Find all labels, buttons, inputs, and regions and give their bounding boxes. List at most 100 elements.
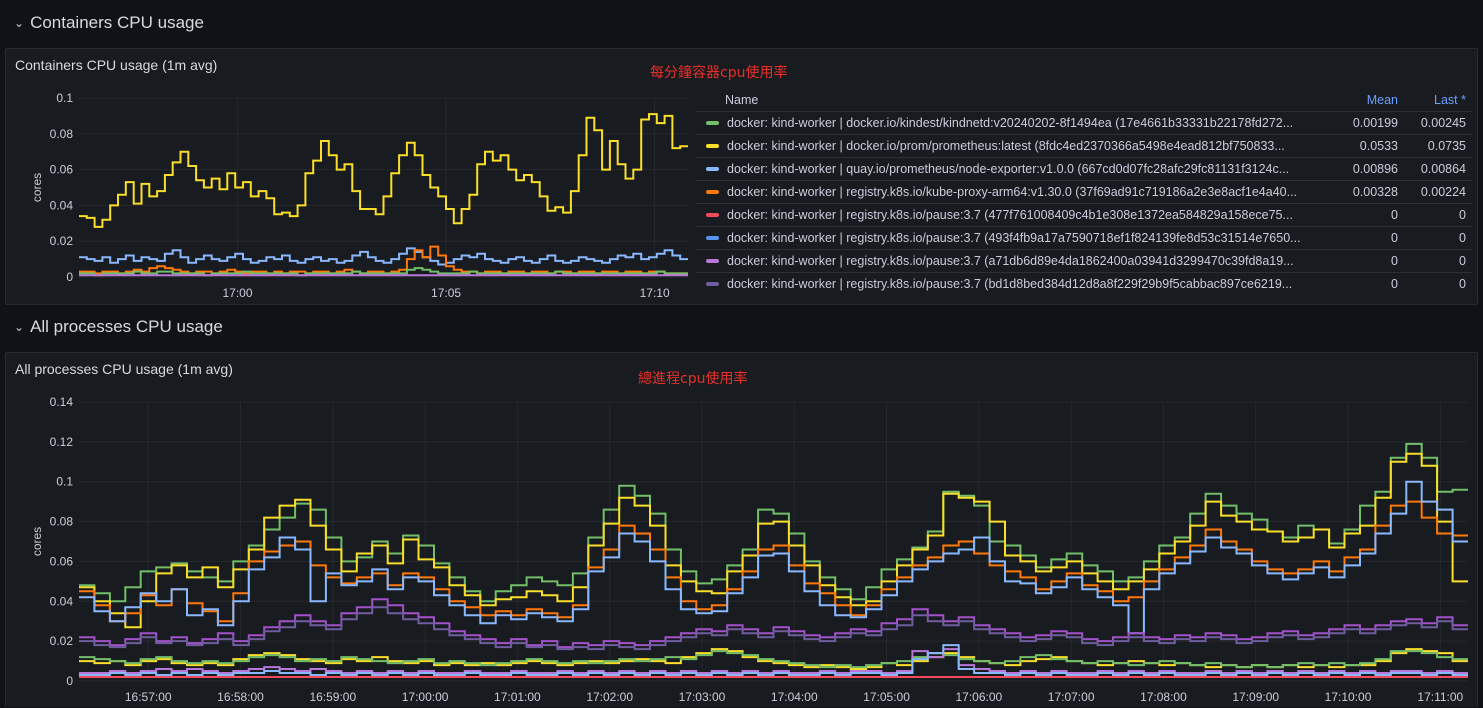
x-tick-label: 17:00 bbox=[222, 286, 252, 300]
y-tick-label: 0.08 bbox=[50, 127, 74, 141]
legend-swatch[interactable] bbox=[706, 167, 719, 171]
series-line-7 bbox=[79, 650, 1468, 669]
chevron-down-icon: ⌄ bbox=[14, 320, 25, 334]
legend-last-value: 0.0735 bbox=[1427, 139, 1466, 153]
legend-series-name[interactable]: docker: kind-worker | quay.io/prometheus… bbox=[727, 162, 1290, 176]
row-title: Containers CPU usage bbox=[30, 13, 204, 32]
legend-last-value: 0.00224 bbox=[1420, 185, 1466, 199]
legend-swatch[interactable] bbox=[706, 213, 719, 217]
chevron-down-icon: ⌄ bbox=[14, 16, 25, 30]
x-tick-label: 17:09:00 bbox=[1232, 690, 1279, 704]
y-tick-label: 0 bbox=[66, 674, 73, 688]
row-header-containers[interactable]: ⌄ Containers CPU usage bbox=[14, 13, 204, 33]
legend-last-value: 0 bbox=[1459, 231, 1466, 245]
legend-swatch[interactable] bbox=[706, 282, 719, 286]
annotation-processes: 總進程cpu使用率 bbox=[638, 371, 748, 387]
series-line-1 bbox=[79, 452, 1468, 629]
y-axis-label: cores bbox=[30, 173, 44, 202]
y-tick-label: 0.06 bbox=[50, 554, 74, 568]
annotation-containers: 每分鐘容器cpu使用率 bbox=[650, 65, 788, 81]
legend-mean-value: 0.0533 bbox=[1359, 139, 1398, 153]
legend-last-value: 0 bbox=[1459, 208, 1466, 222]
series-line-3 bbox=[79, 480, 1468, 635]
legend-series-name[interactable]: docker: kind-worker | registry.k8s.io/pa… bbox=[727, 208, 1293, 222]
x-tick-label: 17:11:00 bbox=[1417, 690, 1463, 704]
x-tick-label: 17:00:00 bbox=[402, 690, 449, 704]
containers-cpu-chart: 0 0.02 0.04 0.06 0.08 0.1 17:00 17:05 17:10 cores bbox=[30, 91, 688, 300]
y-tick-label: 0.04 bbox=[50, 594, 74, 608]
panel-title: Containers CPU usage (1m avg) bbox=[15, 57, 218, 73]
x-tick-label: 17:10:00 bbox=[1325, 690, 1372, 704]
legend-mean-value: 0 bbox=[1391, 208, 1398, 222]
legend-last-value: 0.00245 bbox=[1420, 116, 1466, 130]
legend-header: Name Mean Last * bbox=[696, 89, 1472, 111]
legend-swatch[interactable] bbox=[706, 236, 719, 240]
legend-swatch[interactable] bbox=[706, 144, 719, 148]
x-tick-label: 17:03:00 bbox=[679, 690, 726, 704]
y-tick-label: 0.06 bbox=[50, 163, 74, 177]
x-tick-label: 17:08:00 bbox=[1140, 690, 1187, 704]
y-tick-label: 0.02 bbox=[50, 234, 74, 248]
legend-mean-value: 0 bbox=[1391, 231, 1398, 245]
y-tick-label: 0.08 bbox=[50, 515, 74, 529]
legend-last-value: 0.00864 bbox=[1420, 162, 1466, 176]
y-tick-label: 0.14 bbox=[50, 395, 74, 409]
legend-series-name[interactable]: docker: kind-worker | registry.k8s.io/pa… bbox=[727, 231, 1301, 245]
legend-series-name[interactable]: docker: kind-worker | docker.io/kindest/… bbox=[727, 116, 1294, 130]
legend-mean-value: 0.00328 bbox=[1352, 185, 1398, 199]
x-tick-label: 17:07:00 bbox=[1048, 690, 1095, 704]
legend-swatch[interactable] bbox=[706, 259, 719, 263]
legend-row[interactable]: docker: kind-worker | docker.io/kindest/… bbox=[696, 111, 1472, 134]
legend-swatch[interactable] bbox=[706, 121, 719, 125]
panel-processes-cpu: All processes CPU usage (1m avg) 0 0.02 0.… bbox=[5, 352, 1478, 707]
legend-row[interactable]: docker: kind-worker | registry.k8s.io/pa… bbox=[696, 272, 1472, 295]
legend-header-mean[interactable]: Mean bbox=[1366, 93, 1398, 107]
y-tick-label: 0.1 bbox=[56, 91, 73, 105]
legend-mean-value: 0 bbox=[1391, 254, 1398, 268]
row-header-processes[interactable]: ⌄ All processes CPU usage bbox=[14, 317, 223, 337]
legend-row[interactable]: docker: kind-worker | registry.k8s.io/ku… bbox=[696, 180, 1472, 203]
y-tick-label: 0.12 bbox=[50, 435, 74, 449]
series-line-1 bbox=[79, 247, 688, 266]
legend-row[interactable]: docker: kind-worker | registry.k8s.io/pa… bbox=[696, 226, 1472, 249]
x-tick-label: 17:04:00 bbox=[771, 690, 818, 704]
series-line-4 bbox=[79, 598, 1468, 649]
x-tick-label: 16:58:00 bbox=[217, 690, 264, 704]
x-tick-label: 17:10 bbox=[640, 286, 670, 300]
legend-series-name[interactable]: docker: kind-worker | registry.k8s.io/pa… bbox=[727, 277, 1293, 291]
x-tick-label: 16:59:00 bbox=[309, 690, 356, 704]
series-line-5 bbox=[79, 606, 1468, 651]
x-tick-label: 17:02:00 bbox=[586, 690, 633, 704]
panel-containers-cpu: Containers CPU usage (1m avg) 0 0.02 0.04 0… bbox=[5, 48, 1478, 305]
series-line-3 bbox=[79, 267, 688, 277]
y-tick-label: 0.1 bbox=[56, 475, 73, 489]
legend-last-value: 0 bbox=[1459, 277, 1466, 291]
legend-mean-value: 0.00199 bbox=[1352, 116, 1398, 130]
legend-mean-value: 0.00896 bbox=[1352, 162, 1398, 176]
y-tick-label: 0.04 bbox=[50, 198, 74, 212]
legend-series-name[interactable]: docker: kind-worker | docker.io/prom/pro… bbox=[727, 139, 1285, 153]
legend-last-value: 0 bbox=[1459, 254, 1466, 268]
legend-series-name[interactable]: docker: kind-worker | registry.k8s.io/ku… bbox=[727, 185, 1298, 199]
x-tick-label: 17:05:00 bbox=[863, 690, 910, 704]
legend-header-last[interactable]: Last * bbox=[1434, 93, 1466, 107]
y-axis-label: cores bbox=[30, 527, 44, 556]
legend-swatch[interactable] bbox=[706, 190, 719, 194]
processes-cpu-chart: 0 0.02 0.04 0.06 0.08 0.1 0.12 0.14 16:57:00 16:5… bbox=[30, 395, 1468, 704]
legend-row[interactable]: docker: kind-worker | registry.k8s.io/pa… bbox=[696, 203, 1472, 226]
legend-header-name[interactable]: Name bbox=[725, 93, 759, 107]
legend-row[interactable]: docker: kind-worker | registry.k8s.io/pa… bbox=[696, 249, 1472, 272]
x-tick-label: 17:05 bbox=[431, 286, 461, 300]
y-tick-label: 0.02 bbox=[50, 634, 74, 648]
x-tick-label: 16:57:00 bbox=[125, 690, 172, 704]
series-line-9 bbox=[79, 644, 1468, 676]
legend-series-name[interactable]: docker: kind-worker | registry.k8s.io/pa… bbox=[727, 254, 1294, 268]
series-line-0 bbox=[79, 113, 688, 228]
y-tick-label: 0 bbox=[66, 270, 73, 284]
row-title: All processes CPU usage bbox=[30, 317, 223, 336]
legend-row[interactable]: docker: kind-worker | docker.io/prom/pro… bbox=[696, 134, 1472, 157]
panel-title: All processes CPU usage (1m avg) bbox=[15, 361, 233, 377]
x-tick-label: 17:06:00 bbox=[955, 690, 1002, 704]
x-tick-label: 17:01:00 bbox=[494, 690, 541, 704]
legend-row[interactable]: docker: kind-worker | quay.io/prometheus… bbox=[696, 157, 1472, 180]
